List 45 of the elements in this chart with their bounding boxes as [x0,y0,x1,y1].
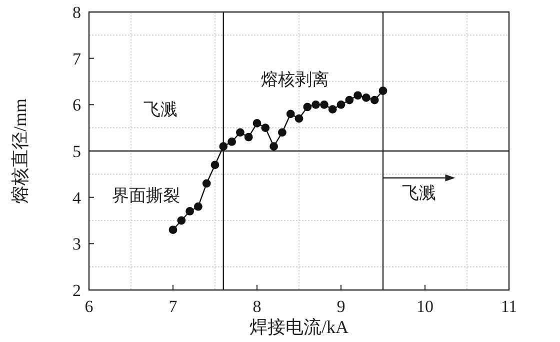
point [261,124,270,132]
point [202,179,211,188]
y-axis-title: 熔核直径/mm [10,98,30,204]
point [320,100,328,109]
point [177,216,186,225]
point [370,96,379,104]
x-axis-title: 焊接电流/kA [250,317,348,337]
annotation: 飞溅 [402,184,436,203]
point [303,102,312,112]
point [278,128,286,137]
y-tick-label: 5 [72,142,81,161]
x-tick-label: 9 [336,297,346,316]
point [210,160,220,170]
x-tick-label: 8 [252,297,262,316]
annotation: 飞溅 [143,100,178,119]
point [286,110,295,118]
point [194,202,202,211]
point [168,226,178,234]
point [252,119,262,128]
annotation: 熔核剥离 [260,70,329,90]
annotation: 界面撕裂 [112,186,180,206]
point [219,142,228,151]
point [236,128,244,137]
point [294,114,304,123]
point [354,91,362,100]
y-tick-label: 2 [72,281,81,300]
y-tick-label: 3 [72,234,81,254]
y-tick-label: 6 [72,96,81,115]
point [336,100,346,109]
x-tick-label: 10 [416,297,434,316]
x-tick-label: 11 [500,297,518,316]
point [328,105,337,114]
point [270,142,278,151]
y-tick-label: 7 [72,49,82,68]
point [312,100,320,109]
y-tick-label: 4 [72,188,82,208]
y-tick-label: 8 [72,3,81,22]
point [228,138,236,146]
point [378,86,388,95]
point [186,207,194,216]
point [244,132,253,142]
x-tick-label: 7 [168,297,178,316]
point [362,94,370,102]
x-tick-label: 6 [84,297,94,316]
point [345,96,354,104]
